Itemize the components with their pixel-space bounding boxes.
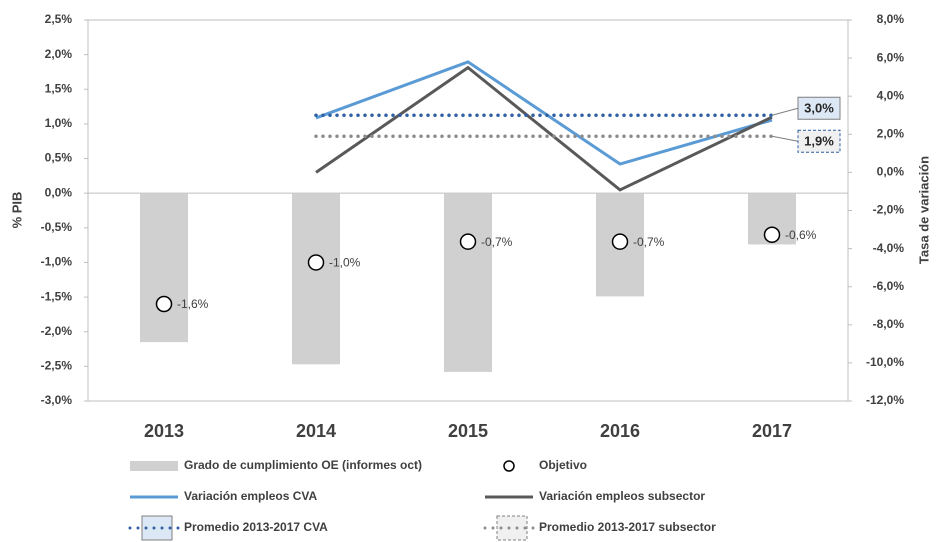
bar bbox=[140, 193, 188, 343]
label-box bbox=[797, 129, 841, 153]
legend-swatch bbox=[503, 460, 515, 472]
series-line bbox=[315, 65, 773, 192]
y-tick-label: 2,0% bbox=[45, 47, 73, 61]
label-connector bbox=[771, 107, 799, 116]
objective-point bbox=[155, 295, 173, 313]
y-tick-label: -2,0% bbox=[41, 324, 73, 338]
data-label: -1,0% bbox=[329, 256, 361, 270]
data-label: 1,9% bbox=[804, 134, 834, 149]
legend-label: Promedio 2013-2017 subsector bbox=[539, 520, 716, 534]
y-tick-label: 1,5% bbox=[45, 81, 73, 95]
objective-point bbox=[763, 226, 781, 243]
legend-label: Grado de cumplimiento OE (informes oct) bbox=[184, 458, 422, 472]
x-tick-label: 2015 bbox=[448, 421, 488, 441]
y2-tick-label: 0,0% bbox=[877, 165, 905, 179]
y-tick-label: -2,5% bbox=[41, 359, 73, 373]
objective-point bbox=[459, 233, 477, 250]
data-label: -0,7% bbox=[481, 235, 513, 249]
y-tick-label: 2,5% bbox=[45, 12, 73, 26]
y-tick-label: -3,0% bbox=[41, 393, 73, 407]
y2-tick-label: 8,0% bbox=[877, 12, 905, 26]
y-tick-label: 0,5% bbox=[45, 151, 73, 165]
y-tick-label: -1,0% bbox=[41, 255, 73, 269]
y2-tick-label: -10,0% bbox=[866, 355, 904, 369]
data-label: -0,7% bbox=[633, 235, 665, 249]
data-label: 3,0% bbox=[804, 101, 834, 116]
series-line bbox=[315, 60, 773, 166]
legend-label: Variación empleos subsector bbox=[539, 489, 705, 503]
legend-swatch bbox=[130, 461, 178, 471]
legend-label: Objetivo bbox=[539, 458, 587, 472]
bar bbox=[292, 193, 340, 365]
bar bbox=[444, 193, 492, 372]
y2-tick-label: -6,0% bbox=[873, 279, 905, 293]
y2-tick-label: -8,0% bbox=[873, 317, 905, 331]
label-connector bbox=[771, 135, 799, 142]
label-box bbox=[797, 96, 841, 120]
y-axis-title: % PIB bbox=[9, 192, 24, 229]
objective-point bbox=[611, 233, 629, 250]
y2-tick-label: 2,0% bbox=[877, 126, 905, 140]
x-tick-label: 2017 bbox=[752, 421, 792, 441]
y-tick-label: -0,5% bbox=[41, 220, 73, 234]
data-label: -0,6% bbox=[785, 228, 817, 242]
y2-tick-label: 6,0% bbox=[877, 50, 905, 64]
y2-tick-label: -4,0% bbox=[873, 241, 905, 255]
y2-tick-label: -12,0% bbox=[866, 393, 904, 407]
legend-label: Promedio 2013-2017 CVA bbox=[184, 520, 328, 534]
x-tick-label: 2013 bbox=[144, 421, 184, 441]
y-tick-label: -1,5% bbox=[41, 289, 73, 303]
x-tick-label: 2016 bbox=[600, 421, 640, 441]
legend-swatch bbox=[141, 515, 173, 541]
y-tick-label: 1,0% bbox=[45, 116, 73, 130]
y2-axis-title: Tasa de variación bbox=[916, 156, 931, 264]
y2-tick-label: 4,0% bbox=[877, 88, 905, 102]
legend-label: Variación empleos CVA bbox=[184, 489, 317, 503]
data-label: -1,6% bbox=[177, 297, 209, 311]
objective-point bbox=[307, 254, 325, 271]
y2-tick-label: -2,0% bbox=[873, 203, 905, 217]
y-tick-label: 0,0% bbox=[45, 185, 73, 199]
x-tick-label: 2014 bbox=[296, 421, 336, 441]
